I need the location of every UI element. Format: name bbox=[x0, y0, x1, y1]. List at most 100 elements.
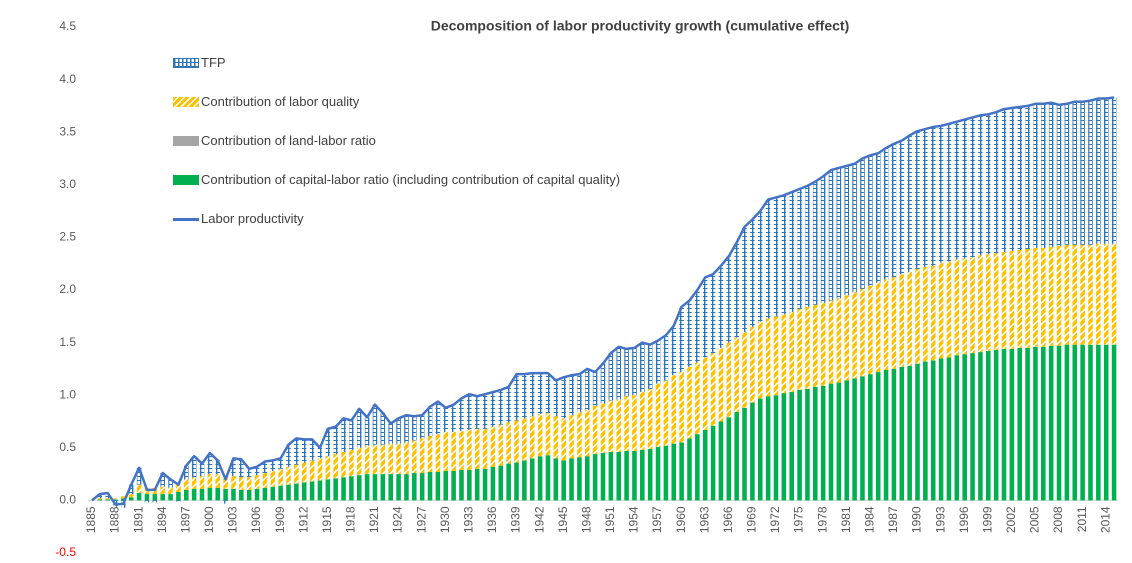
bar-segment bbox=[105, 499, 110, 501]
bar-segment bbox=[144, 494, 150, 501]
bar-segment bbox=[1096, 98, 1101, 244]
bar-segment bbox=[765, 396, 771, 501]
bar-segment bbox=[128, 484, 134, 495]
bar-segment bbox=[978, 115, 983, 256]
bar-segment bbox=[687, 366, 692, 439]
bar-segment bbox=[514, 462, 519, 501]
bar-segment bbox=[1088, 344, 1093, 501]
bar-segment bbox=[1017, 250, 1022, 348]
bar-segment bbox=[333, 478, 338, 501]
bar-segment bbox=[726, 342, 732, 418]
bar-segment bbox=[930, 265, 936, 361]
bar-segment bbox=[1033, 247, 1038, 347]
bar-segment bbox=[176, 500, 181, 502]
bar-segment bbox=[1001, 252, 1007, 349]
x-tick-label: 1996 bbox=[957, 506, 971, 533]
x-tick-label: 1957 bbox=[650, 506, 664, 533]
bar-segment bbox=[742, 332, 747, 408]
bar-segment bbox=[938, 262, 944, 359]
legend-swatch bbox=[173, 218, 199, 221]
bar-segment bbox=[616, 452, 622, 501]
bar-segment bbox=[993, 253, 999, 350]
bar-segment bbox=[671, 325, 677, 376]
bar-segment bbox=[679, 306, 684, 373]
bar-segment bbox=[349, 449, 354, 477]
bar-segment bbox=[1025, 347, 1030, 501]
bar-segment bbox=[325, 456, 331, 480]
bar-segment bbox=[891, 143, 897, 278]
bar-segment bbox=[734, 337, 739, 413]
bar-segment bbox=[301, 462, 307, 483]
bar-segment bbox=[254, 475, 260, 489]
bar-segment bbox=[592, 372, 598, 406]
bar-segment bbox=[820, 385, 826, 501]
bar-segment bbox=[600, 363, 606, 404]
bar-segment bbox=[946, 261, 952, 358]
bar-segment bbox=[152, 500, 158, 503]
bar-segment bbox=[97, 499, 103, 501]
bar-segment bbox=[773, 395, 779, 501]
bar-segment bbox=[962, 119, 967, 259]
bar-segment bbox=[1103, 344, 1109, 501]
bar-segment bbox=[498, 424, 504, 466]
bar-segment bbox=[860, 376, 865, 501]
bar-segment bbox=[687, 300, 692, 367]
x-tick-label: 1984 bbox=[863, 506, 877, 533]
bar-segment bbox=[1072, 344, 1078, 501]
bar-segment bbox=[498, 389, 504, 425]
bar-segment bbox=[136, 484, 142, 494]
bar-segment bbox=[278, 485, 283, 501]
bar-segment bbox=[805, 388, 810, 501]
bar-segment bbox=[852, 292, 857, 379]
bar-segment bbox=[750, 219, 755, 327]
bar-segment bbox=[270, 486, 276, 501]
x-tick-label: 2005 bbox=[1028, 506, 1042, 533]
bar-segment bbox=[1111, 344, 1117, 501]
bar-segment bbox=[624, 450, 629, 501]
bar-segment bbox=[1048, 345, 1054, 501]
bar-segment bbox=[443, 407, 449, 433]
bar-segment bbox=[490, 426, 496, 467]
bar-segment bbox=[577, 457, 582, 501]
bar-segment bbox=[765, 318, 771, 397]
bar-segment bbox=[584, 368, 590, 410]
bar-segment bbox=[718, 421, 724, 501]
line bbox=[91, 96, 1115, 506]
x-tick-label: 1909 bbox=[273, 506, 287, 533]
bar-segment bbox=[553, 380, 559, 417]
bar-segment bbox=[239, 477, 244, 490]
bar-segment bbox=[207, 453, 213, 475]
x-tick-label: 1951 bbox=[603, 506, 617, 533]
bar-segment bbox=[459, 430, 464, 470]
bar-segment bbox=[545, 455, 551, 501]
bar-segment bbox=[231, 458, 236, 477]
bar-segment bbox=[207, 474, 213, 488]
y-tick-label: 2.5 bbox=[59, 230, 76, 244]
bar-segment bbox=[1111, 243, 1117, 345]
bar-segment bbox=[270, 460, 276, 471]
bar-segment bbox=[970, 117, 975, 258]
bar-segment bbox=[506, 463, 511, 501]
bar-segment bbox=[852, 163, 857, 293]
bar-segment bbox=[907, 365, 912, 501]
bar-segment bbox=[608, 400, 614, 453]
bar-segment bbox=[1096, 344, 1101, 501]
bar-segment bbox=[1072, 244, 1078, 345]
bar-segment bbox=[608, 353, 614, 401]
bar-segment bbox=[349, 420, 354, 450]
legend-item: Contribution of capital-labor ratio (inc… bbox=[173, 171, 643, 189]
bar-segment bbox=[1111, 97, 1117, 244]
bar-segment bbox=[301, 482, 307, 501]
bar-segment bbox=[875, 282, 881, 373]
bar-segment bbox=[364, 417, 370, 446]
x-tick-label: 1921 bbox=[367, 506, 381, 533]
bar-segment bbox=[985, 351, 991, 501]
x-tick-label: 1954 bbox=[627, 506, 641, 533]
bar-segment bbox=[231, 476, 236, 489]
bar-segment bbox=[757, 211, 763, 322]
bar-segment bbox=[757, 321, 763, 399]
bar-segment bbox=[584, 456, 590, 501]
bar-segment bbox=[655, 383, 661, 447]
bar-segment bbox=[412, 440, 417, 474]
